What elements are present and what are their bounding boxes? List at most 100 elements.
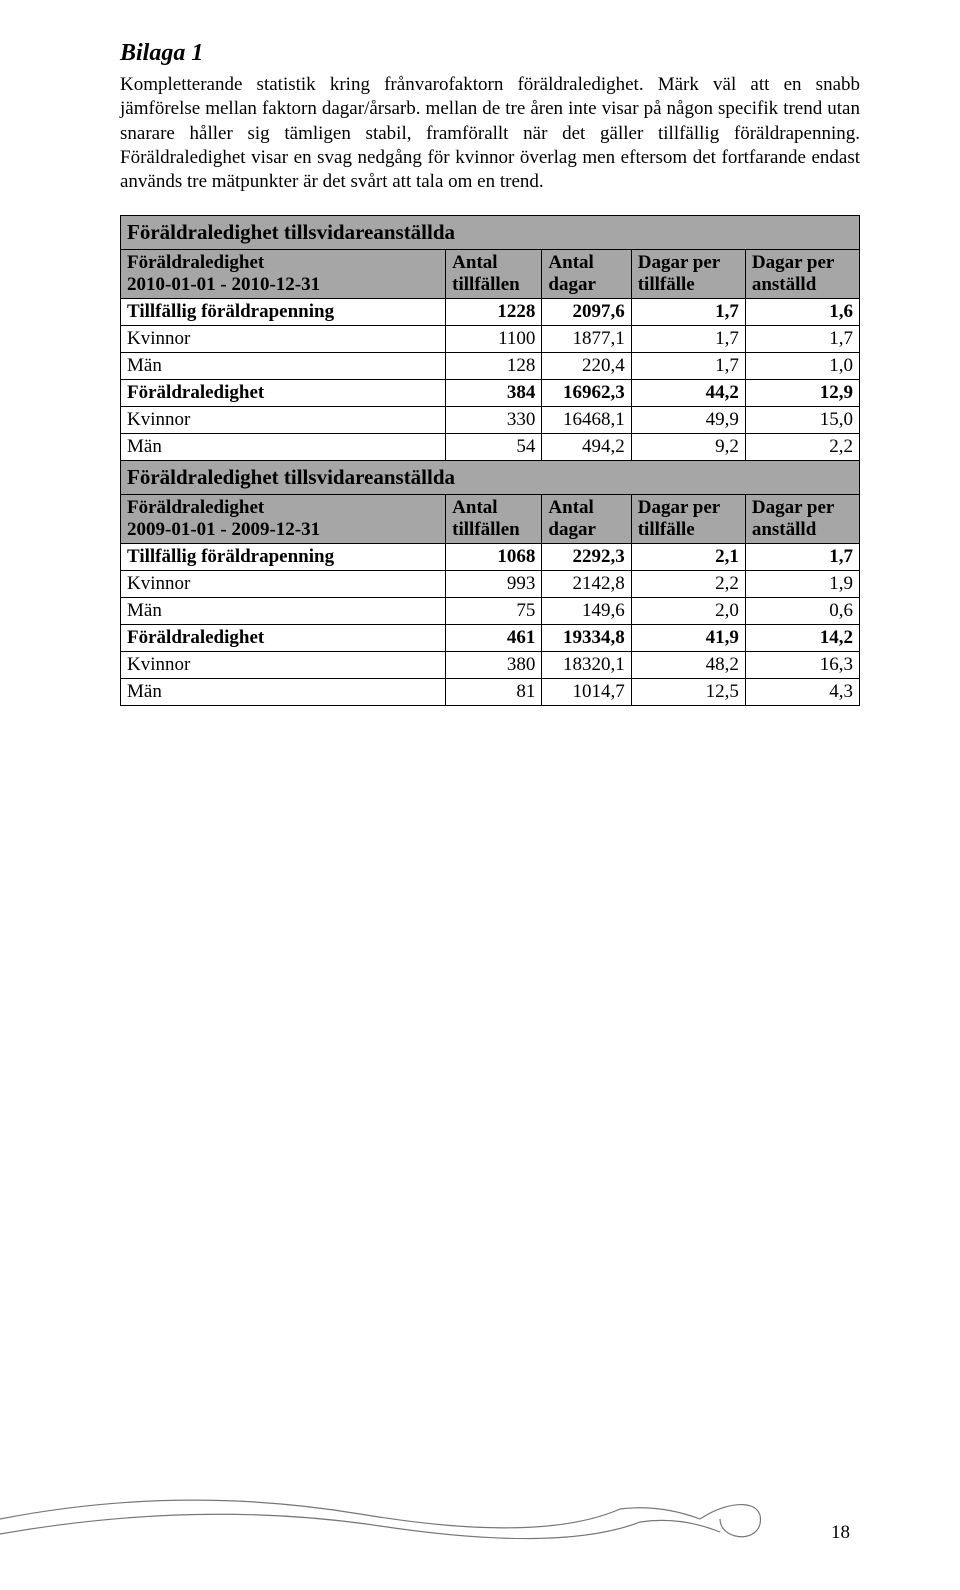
footer-wave-decoration bbox=[0, 1464, 960, 1554]
table-row: Kvinnor11001877,11,71,7 bbox=[121, 325, 860, 352]
section-title: Föräldraledighet tillsvidareanställda bbox=[121, 460, 860, 494]
cell-dagar-per-tillfalle: 44,2 bbox=[631, 379, 745, 406]
cell-dagar-per-tillfalle: 1,7 bbox=[631, 325, 745, 352]
cell-dagar-per-tillfalle: 2,1 bbox=[631, 543, 745, 570]
col-dagar-per-tillfalle: Dagar per tillfälle bbox=[631, 249, 745, 298]
row-label: Kvinnor bbox=[121, 325, 446, 352]
cell-dagar-per-tillfalle: 2,2 bbox=[631, 570, 745, 597]
table-row: Föräldraledighet38416962,344,212,9 bbox=[121, 379, 860, 406]
col-label: Föräldraledighet 2010-01-01 - 2010-12-31 bbox=[121, 249, 446, 298]
cell-dagar-per-tillfalle: 48,2 bbox=[631, 651, 745, 678]
cell-dagar-per-anstalld: 4,3 bbox=[745, 678, 859, 705]
cell-antal-dagar: 2097,6 bbox=[542, 298, 631, 325]
col-label: Föräldraledighet 2009-01-01 - 2009-12-31 bbox=[121, 494, 446, 543]
section-title: Föräldraledighet tillsvidareanställda bbox=[121, 215, 860, 249]
cell-dagar-per-tillfalle: 9,2 bbox=[631, 433, 745, 460]
cell-dagar-per-anstalld: 12,9 bbox=[745, 379, 859, 406]
col-header-line2: tillfälle bbox=[638, 519, 695, 540]
col-dagar-per-anstalld: Dagar per anställd bbox=[745, 494, 859, 543]
cell-dagar-per-tillfalle: 1,7 bbox=[631, 352, 745, 379]
cell-dagar-per-tillfalle: 12,5 bbox=[631, 678, 745, 705]
table-body-1: Tillfällig föräldrapenning12282097,61,71… bbox=[121, 298, 860, 460]
col-antal-tillfallen: Antal tillfällen bbox=[446, 249, 542, 298]
cell-antal-dagar: 220,4 bbox=[542, 352, 631, 379]
col-label-line1: Föräldraledighet bbox=[127, 497, 264, 518]
col-header-line2: tillfällen bbox=[452, 519, 520, 540]
cell-dagar-per-anstalld: 16,3 bbox=[745, 651, 859, 678]
table-row: Män75149,62,00,6 bbox=[121, 597, 860, 624]
row-label: Kvinnor bbox=[121, 406, 446, 433]
cell-antal-dagar: 19334,8 bbox=[542, 624, 631, 651]
col-header-line1: Antal bbox=[548, 497, 593, 518]
cell-dagar-per-tillfalle: 49,9 bbox=[631, 406, 745, 433]
cell-antal-tillfallen: 1068 bbox=[446, 543, 542, 570]
table-section-header: Föräldraledighet tillsvidareanställda bbox=[121, 460, 860, 494]
cell-dagar-per-tillfalle: 2,0 bbox=[631, 597, 745, 624]
page-number: 18 bbox=[831, 1522, 850, 1544]
cell-antal-tillfallen: 54 bbox=[446, 433, 542, 460]
cell-dagar-per-anstalld: 14,2 bbox=[745, 624, 859, 651]
cell-dagar-per-anstalld: 1,9 bbox=[745, 570, 859, 597]
col-header-line1: Antal bbox=[452, 252, 497, 273]
col-header-line1: Dagar per bbox=[638, 252, 721, 273]
cell-dagar-per-anstalld: 2,2 bbox=[745, 433, 859, 460]
col-header-line1: Dagar per bbox=[752, 497, 835, 518]
page-container: Bilaga 1 Kompletterande statistik kring … bbox=[0, 0, 960, 1590]
table-row: Män811014,712,54,3 bbox=[121, 678, 860, 705]
table-column-header: Föräldraledighet 2009-01-01 - 2009-12-31… bbox=[121, 494, 860, 543]
cell-antal-tillfallen: 81 bbox=[446, 678, 542, 705]
cell-antal-tillfallen: 461 bbox=[446, 624, 542, 651]
cell-dagar-per-tillfalle: 41,9 bbox=[631, 624, 745, 651]
col-antal-dagar: Antal dagar bbox=[542, 249, 631, 298]
cell-antal-dagar: 16962,3 bbox=[542, 379, 631, 406]
cell-dagar-per-anstalld: 1,6 bbox=[745, 298, 859, 325]
col-label-line1: Föräldraledighet bbox=[127, 252, 264, 273]
cell-antal-dagar: 1014,7 bbox=[542, 678, 631, 705]
parental-leave-table: Föräldraledighet tillsvidareanställda Fö… bbox=[120, 215, 860, 706]
cell-antal-dagar: 16468,1 bbox=[542, 406, 631, 433]
table-row: Män54494,29,22,2 bbox=[121, 433, 860, 460]
appendix-heading: Bilaga 1 bbox=[120, 40, 860, 67]
table-section-header: Föräldraledighet tillsvidareanställda bbox=[121, 215, 860, 249]
cell-antal-tillfallen: 1228 bbox=[446, 298, 542, 325]
row-label: Kvinnor bbox=[121, 570, 446, 597]
table-column-header: Föräldraledighet 2010-01-01 - 2010-12-31… bbox=[121, 249, 860, 298]
row-label: Män bbox=[121, 678, 446, 705]
col-header-line2: anställd bbox=[752, 274, 816, 295]
col-header-line1: Antal bbox=[452, 497, 497, 518]
col-header-line1: Antal bbox=[548, 252, 593, 273]
row-label: Föräldraledighet bbox=[121, 379, 446, 406]
col-header-line1: Dagar per bbox=[638, 497, 721, 518]
cell-antal-tillfallen: 993 bbox=[446, 570, 542, 597]
col-dagar-per-tillfalle: Dagar per tillfälle bbox=[631, 494, 745, 543]
row-label: Föräldraledighet bbox=[121, 624, 446, 651]
cell-dagar-per-anstalld: 15,0 bbox=[745, 406, 859, 433]
table-row: Kvinnor33016468,149,915,0 bbox=[121, 406, 860, 433]
row-label: Män bbox=[121, 597, 446, 624]
cell-antal-dagar: 2142,8 bbox=[542, 570, 631, 597]
table-row: Föräldraledighet46119334,841,914,2 bbox=[121, 624, 860, 651]
row-label: Män bbox=[121, 433, 446, 460]
cell-dagar-per-anstalld: 1,0 bbox=[745, 352, 859, 379]
row-label: Tillfällig föräldrapenning bbox=[121, 543, 446, 570]
cell-dagar-per-anstalld: 0,6 bbox=[745, 597, 859, 624]
table-row: Kvinnor9932142,82,21,9 bbox=[121, 570, 860, 597]
cell-antal-tillfallen: 380 bbox=[446, 651, 542, 678]
table-row: Tillfällig föräldrapenning12282097,61,71… bbox=[121, 298, 860, 325]
col-antal-tillfallen: Antal tillfällen bbox=[446, 494, 542, 543]
cell-antal-tillfallen: 75 bbox=[446, 597, 542, 624]
cell-antal-tillfallen: 330 bbox=[446, 406, 542, 433]
table-row: Män128220,41,71,0 bbox=[121, 352, 860, 379]
cell-antal-dagar: 149,6 bbox=[542, 597, 631, 624]
row-label: Män bbox=[121, 352, 446, 379]
table-body-2: Tillfällig föräldrapenning10682292,32,11… bbox=[121, 543, 860, 705]
col-header-line2: tillfällen bbox=[452, 274, 520, 295]
cell-dagar-per-anstalld: 1,7 bbox=[745, 325, 859, 352]
col-header-line2: dagar bbox=[548, 274, 596, 295]
col-dagar-per-anstalld: Dagar per anställd bbox=[745, 249, 859, 298]
cell-antal-dagar: 18320,1 bbox=[542, 651, 631, 678]
cell-antal-tillfallen: 384 bbox=[446, 379, 542, 406]
row-label: Tillfällig föräldrapenning bbox=[121, 298, 446, 325]
cell-antal-tillfallen: 1100 bbox=[446, 325, 542, 352]
cell-antal-dagar: 494,2 bbox=[542, 433, 631, 460]
